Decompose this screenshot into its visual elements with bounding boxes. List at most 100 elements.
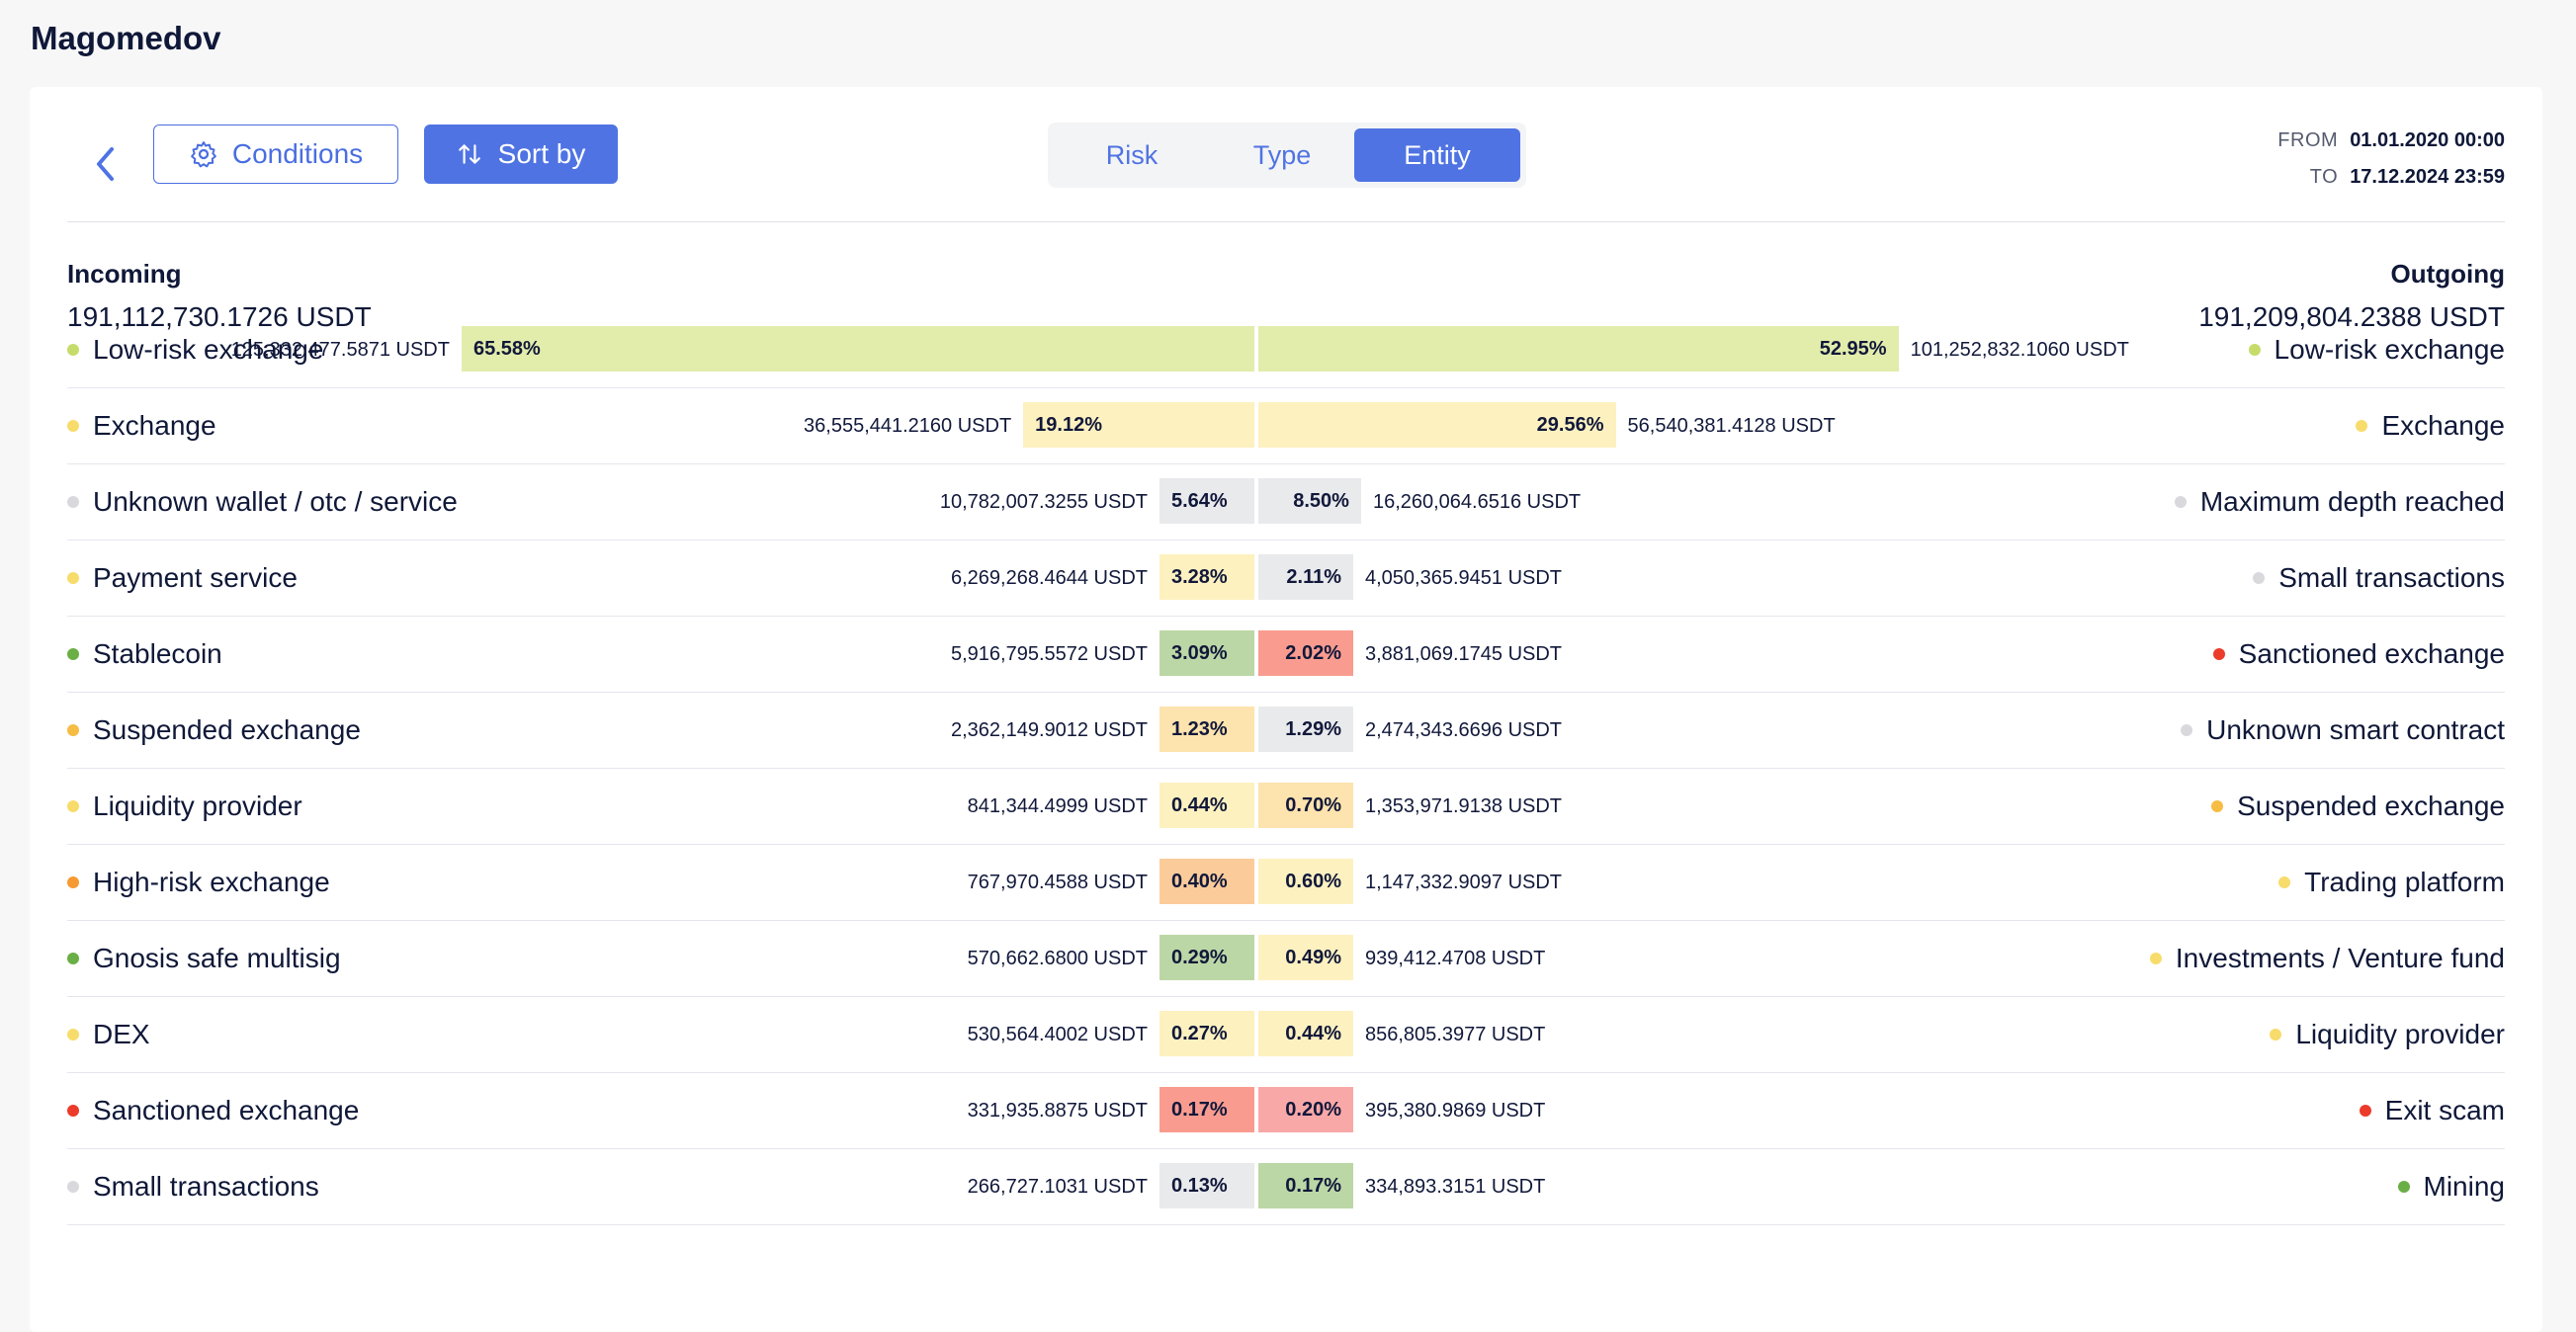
outgoing-entity: Suspended exchange <box>2211 769 2505 844</box>
back-button[interactable] <box>77 126 132 202</box>
outgoing-total: 191,209,804.2388 USDT <box>2198 301 2505 332</box>
page-title: Magomedov <box>31 20 221 56</box>
outgoing-percent: 1.29% <box>1285 717 1341 740</box>
incoming-percent: 5.64% <box>1171 489 1228 512</box>
table-row[interactable]: Liquidity provider 841,344.4999 USDT 0.44%… <box>67 769 2505 845</box>
status-dot <box>67 420 79 432</box>
table-row[interactable]: Payment service 6,269,268.4644 USDT 3.28% 2… <box>67 541 2505 617</box>
outgoing-percent: 8.50% <box>1293 489 1349 512</box>
table-row[interactable]: Sanctioned exchange 331,935.8875 USDT 0.17… <box>67 1073 2505 1149</box>
outgoing-summary: Outgoing 191,209,804.2388 USDT <box>2198 259 2505 333</box>
outgoing-bar: 0.17% <box>1258 1163 1353 1208</box>
view-mode-tabs: Risk Type Entity <box>1048 123 1526 188</box>
incoming-entity: Payment service <box>67 541 298 616</box>
outgoing-entity: Unknown smart contract <box>2181 693 2505 768</box>
outgoing-amount: 3,881,069.1745 USDT <box>1365 642 1563 665</box>
incoming-entity-name: Liquidity provider <box>93 791 302 821</box>
outgoing-percent: 0.44% <box>1285 1022 1341 1044</box>
status-dot <box>67 1105 79 1117</box>
outgoing-entity: Small transactions <box>2253 541 2505 616</box>
incoming-entity: Stablecoin <box>67 617 222 692</box>
table-row[interactable]: Small transactions 266,727.1031 USDT 0.13%… <box>67 1149 2505 1225</box>
incoming-entity: Gnosis safe multisig <box>67 921 341 996</box>
incoming-bar: 3.09% <box>1159 630 1254 676</box>
outgoing-bar: 1.29% <box>1258 707 1353 752</box>
incoming-bar: 5.64% <box>1159 478 1254 524</box>
incoming-percent: 0.27% <box>1171 1022 1228 1044</box>
table-row[interactable]: Suspended exchange 2,362,149.9012 USDT 1.2… <box>67 693 2505 769</box>
table-row[interactable]: Gnosis safe multisig 570,662.6800 USDT 0.2… <box>67 921 2505 997</box>
outgoing-bar: 8.50% <box>1258 478 1361 524</box>
outgoing-entity: Liquidity provider <box>2270 997 2505 1072</box>
table-row[interactable]: Exchange 36,555,441.2160 USDT 19.12% 29.56%… <box>67 388 2505 464</box>
outgoing-bar: 2.02% <box>1258 630 1353 676</box>
incoming-entity: Small transactions <box>67 1149 319 1224</box>
incoming-bar: 1.23% <box>1159 707 1254 752</box>
outgoing-percent: 0.20% <box>1285 1098 1341 1121</box>
status-dot <box>67 344 79 356</box>
status-dot <box>67 1181 79 1193</box>
incoming-entity: Liquidity provider <box>67 769 302 844</box>
tab-risk[interactable]: Risk <box>1105 139 1159 170</box>
outgoing-amount: 56,540,381.4128 USDT <box>1627 414 1836 437</box>
incoming-entity: Sanctioned exchange <box>67 1073 359 1148</box>
table-row[interactable]: High-risk exchange 767,970.4588 USDT 0.40%… <box>67 845 2505 921</box>
outgoing-entity: Sanctioned exchange <box>2212 617 2505 692</box>
incoming-bar: 0.44% <box>1159 783 1254 828</box>
outgoing-entity-name: Small transactions <box>2278 562 2505 593</box>
outgoing-entity: Maximum depth reached <box>2174 464 2505 540</box>
table-row[interactable]: Unknown wallet / otc / service 10,782,007… <box>67 464 2505 541</box>
status-dot <box>67 572 79 584</box>
date-from-label: FROM <box>2277 129 2339 151</box>
conditions-button[interactable]: Conditions <box>153 125 398 184</box>
tab-entity[interactable]: Entity <box>1354 128 1520 182</box>
date-to-label: TO <box>2309 166 2339 188</box>
incoming-entity-name: Stablecoin <box>93 638 222 669</box>
outgoing-percent: 0.49% <box>1285 946 1341 968</box>
outgoing-percent: 29.56% <box>1536 413 1604 436</box>
incoming-entity-name: Gnosis safe multisig <box>93 943 341 973</box>
incoming-percent: 0.29% <box>1171 946 1228 968</box>
outgoing-entity: Exchange <box>2356 388 2505 463</box>
incoming-entity-name: Small transactions <box>93 1171 319 1202</box>
status-dot <box>2278 876 2291 888</box>
incoming-bar: 0.17% <box>1159 1087 1254 1132</box>
incoming-bar: 0.29% <box>1159 935 1254 980</box>
status-dot <box>67 876 79 888</box>
incoming-total: 191,112,730.1726 USDT <box>67 301 372 332</box>
incoming-percent: 0.40% <box>1171 870 1228 892</box>
incoming-amount: 767,970.4588 USDT <box>967 871 1148 893</box>
outgoing-percent: 52.95% <box>1819 337 1887 360</box>
outgoing-entity-name: Investments / Venture fund <box>2175 943 2505 973</box>
outgoing-entity-name: Liquidity provider <box>2295 1019 2505 1049</box>
table-row[interactable]: Low-risk exchange 125,332,477.5871 USDT 65… <box>67 312 2505 388</box>
incoming-amount: 266,727.1031 USDT <box>967 1175 1148 1198</box>
table-row[interactable]: DEX 530,564.4002 USDT 0.27% 0.44% 856,805.39… <box>67 997 2505 1073</box>
toolbar: Conditions Sort by Risk Type Entity FROM… <box>30 87 2542 223</box>
incoming-percent: 0.44% <box>1171 793 1228 816</box>
incoming-bar: 0.13% <box>1159 1163 1254 1208</box>
status-dot <box>2149 953 2162 964</box>
incoming-title: Incoming <box>67 259 182 289</box>
outgoing-entity: Mining <box>2397 1149 2505 1224</box>
outgoing-title: Outgoing <box>2390 259 2505 289</box>
outgoing-bar: 0.70% <box>1258 783 1353 828</box>
outgoing-entity-name: Mining <box>2423 1171 2505 1202</box>
chevron-left-icon <box>97 147 114 181</box>
incoming-bar: 0.27% <box>1159 1011 1254 1056</box>
outgoing-amount: 101,252,832.1060 USDT <box>1910 338 2129 361</box>
outgoing-percent: 0.70% <box>1285 793 1341 816</box>
toolbar-divider <box>67 221 2505 222</box>
incoming-percent: 65.58% <box>472 337 541 360</box>
outgoing-entity: Trading platform <box>2278 845 2505 920</box>
tab-type[interactable]: Type <box>1252 139 1312 170</box>
incoming-amount: 530,564.4002 USDT <box>967 1023 1148 1045</box>
incoming-summary: Incoming 191,112,730.1726 USDT <box>67 259 372 333</box>
outgoing-percent: 2.02% <box>1285 641 1341 664</box>
outgoing-entity: Investments / Venture fund <box>2149 921 2505 996</box>
sort-by-button[interactable]: Sort by <box>424 125 618 184</box>
table-row[interactable]: Stablecoin 5,916,795.5572 USDT 3.09% 2.02% 3… <box>67 617 2505 693</box>
outgoing-entity: Low-risk exchange <box>2248 312 2505 387</box>
incoming-percent: 0.13% <box>1171 1174 1228 1197</box>
status-dot <box>2181 724 2193 736</box>
